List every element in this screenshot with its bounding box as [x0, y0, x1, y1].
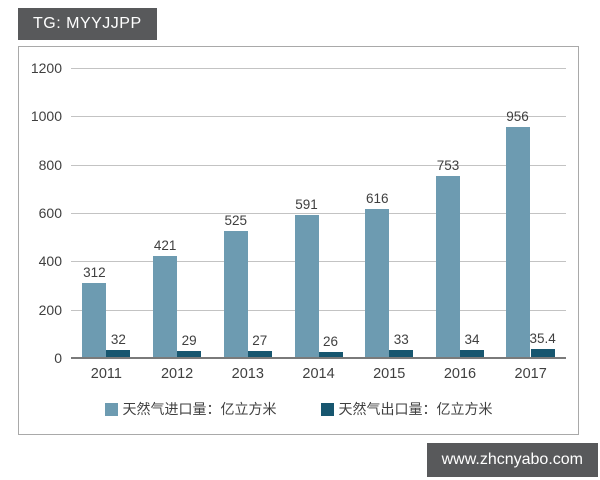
chart-legend: 天然气进口量：亿立方米 天然气出口量：亿立方米	[19, 399, 578, 419]
x-label-2012: 2012	[160, 366, 194, 382]
export-bar-wrap-2011: 32	[106, 68, 131, 358]
x-label-2013: 2013	[231, 366, 264, 382]
export-bar-wrap-2015: 33	[389, 68, 414, 358]
legend-label-export: 天然气出口量：亿立方米	[338, 401, 493, 417]
x-label-2015: 2015	[373, 366, 406, 382]
watermark-label: www.zhcnyabo.com	[441, 451, 583, 468]
import-bar-2013	[223, 231, 248, 358]
import-value-label-2016: 753	[436, 158, 460, 174]
gridline-1200	[71, 68, 566, 69]
import-bar-wrap-2013: 525	[223, 68, 248, 358]
export-bar-2015	[389, 350, 414, 358]
import-value-label-2013: 525	[224, 213, 248, 229]
import-bar-wrap-2016: 753	[435, 68, 460, 358]
legend-item-import: 天然气进口量：亿立方米	[104, 399, 277, 419]
legend-swatch-icon	[104, 402, 118, 416]
bar-series-area: 312 32 421 29 525 27 591 26 616 33 753 34 956 35.4	[71, 68, 566, 358]
y-tick-1000: 1000	[30, 108, 62, 125]
export-value-label-2015: 33	[393, 332, 409, 348]
export-bar-2017	[530, 349, 555, 358]
legend-item-export: 天然气出口量：亿立方米	[320, 399, 493, 419]
export-value-label-2014: 26	[323, 333, 339, 349]
import-value-label-2014: 591	[295, 197, 318, 213]
export-value-label-2013: 27	[252, 333, 268, 349]
source-tag-badge: TG: MYYJJPP	[18, 8, 157, 40]
import-bar-wrap-2015: 616	[365, 68, 390, 358]
import-bar-2017	[505, 126, 530, 358]
legend-swatch-icon	[320, 402, 334, 416]
import-bar-wrap-2011: 312	[82, 68, 107, 358]
legend-label-import: 天然气进口量：亿立方米	[122, 401, 277, 417]
export-value-label-2017: 35.4	[529, 331, 556, 347]
y-tick-800: 800	[38, 156, 62, 173]
bar-group-2013: 525 27	[212, 68, 283, 358]
watermark-badge: www.zhcnyabo.com	[426, 443, 598, 477]
export-bar-wrap-2014: 26	[318, 68, 343, 358]
import-bar-2016	[435, 176, 460, 358]
import-bar-2014	[294, 215, 319, 358]
x-label-2017: 2017	[514, 366, 547, 382]
x-label-2014: 2014	[302, 366, 335, 382]
export-bar-wrap-2013: 27	[247, 68, 272, 358]
export-bar-2016	[459, 349, 484, 358]
bar-group-2012: 421 29	[142, 68, 213, 358]
y-tick-600: 600	[38, 205, 62, 221]
export-value-label-2011: 32	[110, 332, 126, 348]
export-bar-2013	[247, 351, 272, 358]
bar-group-2015: 616 33	[354, 68, 425, 358]
gridline-1000	[71, 116, 566, 118]
import-value-label-2012: 421	[153, 238, 177, 254]
export-bar-2014	[318, 351, 343, 358]
bar-group-2011: 312 32	[71, 68, 142, 358]
plot-area: 0 200 400 600 800 1000 1200 312 32 421 29 525 27 591…	[31, 60, 566, 366]
export-value-label-2012: 29	[181, 333, 197, 348]
x-axis-labels: 2011 2012 2013 2014 2015 2016 2017	[71, 366, 566, 382]
import-value-label-2017: 956	[506, 108, 529, 124]
import-bar-2015	[365, 209, 390, 358]
x-label-2011: 2011	[90, 366, 122, 382]
export-bar-wrap-2012: 29	[177, 68, 202, 358]
import-value-label-2015: 616	[365, 191, 389, 207]
import-value-label-2011: 312	[83, 264, 106, 280]
bar-group-2016: 753 34	[425, 68, 496, 358]
bar-group-2017: 956 35.4	[495, 68, 566, 358]
import-bar-2012	[153, 256, 178, 358]
gridline-600	[71, 213, 566, 214]
x-label-2016: 2016	[443, 366, 477, 382]
x-axis-line	[71, 357, 566, 359]
import-bar-wrap-2012: 421	[153, 68, 178, 358]
export-bar-2012	[177, 351, 202, 358]
y-tick-400: 400	[38, 253, 62, 270]
gridline-800	[71, 164, 566, 166]
export-bar-wrap-2016: 34	[459, 68, 484, 358]
export-value-label-2016: 34	[464, 331, 480, 347]
source-tag-label: TG: MYYJJPP	[33, 15, 142, 32]
y-tick-1200: 1200	[30, 60, 62, 76]
export-bar-wrap-2017: 35.4	[530, 68, 556, 358]
y-tick-0: 0	[54, 350, 62, 366]
bar-group-2014: 591 26	[283, 68, 354, 358]
chart-container: 0 200 400 600 800 1000 1200 312 32 421 29 525 27 591…	[18, 46, 579, 435]
export-bar-2011	[106, 350, 131, 358]
y-tick-200: 200	[38, 301, 62, 318]
import-bar-wrap-2017: 956	[505, 68, 530, 358]
import-bar-2011	[82, 282, 107, 358]
import-bar-wrap-2014: 591	[294, 68, 319, 358]
